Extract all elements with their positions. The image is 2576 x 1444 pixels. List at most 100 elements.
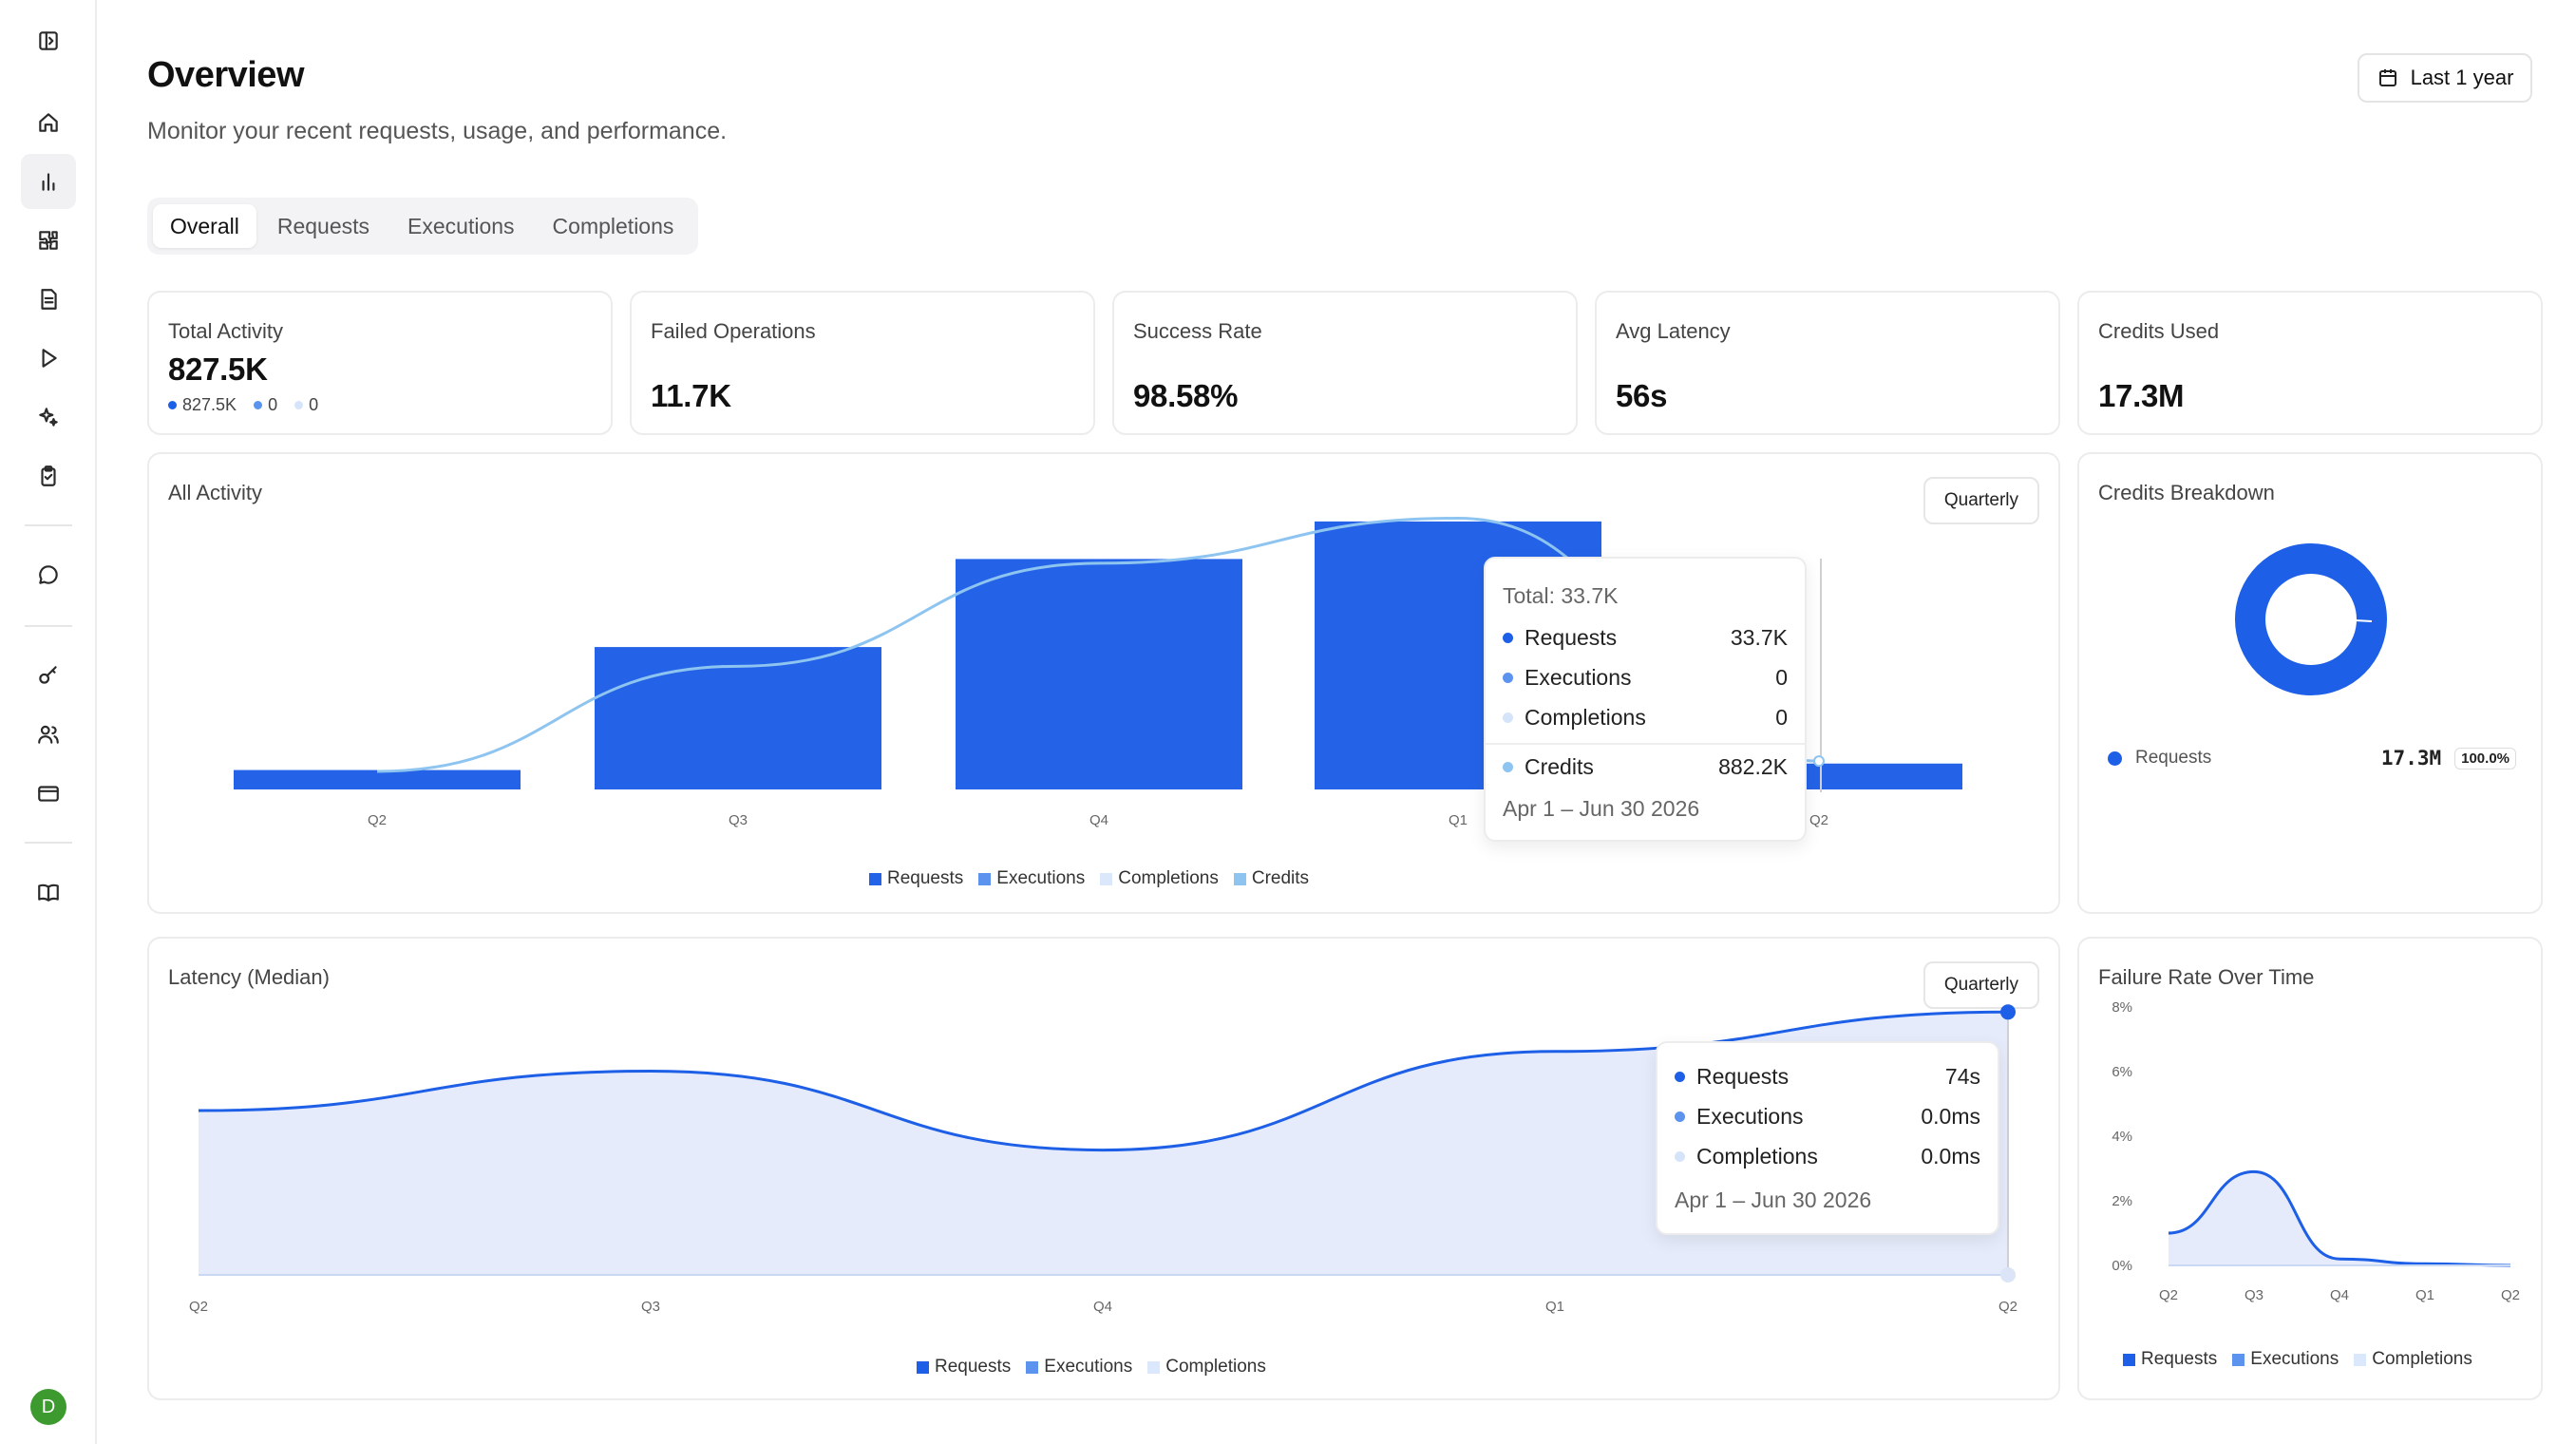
stat-title: Failed Operations — [651, 319, 816, 343]
donut-slice-requests[interactable] — [2235, 543, 2387, 695]
stat-title: Total Activity — [168, 319, 284, 343]
page-title: Overview — [147, 55, 305, 95]
x-tick-label: Q3 — [2245, 1287, 2263, 1303]
chart-title: Credits Breakdown — [2098, 481, 2275, 504]
credits-legend-percent: 100.0% — [2454, 747, 2516, 770]
tab-requests[interactable]: Requests — [276, 213, 370, 238]
legend-requests: Requests — [917, 1357, 1011, 1378]
donut-gap — [2337, 618, 2373, 622]
point-completions-active — [2000, 1267, 2016, 1282]
y-tick-label: 6% — [2112, 1064, 2132, 1080]
chart-title: All Activity — [168, 481, 263, 504]
date-range-label: Last 1 year — [2410, 66, 2514, 89]
x-tick-label: Q3 — [641, 1299, 660, 1315]
bar-requests — [956, 559, 1242, 789]
tooltip-row-requests: Requests 33.7K — [1503, 625, 1788, 651]
stat-title: Success Rate — [1133, 319, 1262, 343]
legend-credits: Credits — [1233, 868, 1309, 889]
book-icon[interactable] — [21, 864, 76, 920]
legend-executions: Executions — [1026, 1357, 1132, 1378]
x-tick-label: Q4 — [1093, 1299, 1112, 1315]
stat-breakdown: 827.5K 0 0 — [168, 395, 318, 415]
legend-completions: Completions — [1147, 1357, 1266, 1378]
tooltip-date: Apr 1 – Jun 30 2026 — [1675, 1188, 1872, 1212]
tooltip-divider — [1486, 743, 1805, 745]
breakdown-executions: 0 — [254, 395, 277, 415]
sidebar-divider — [25, 625, 72, 627]
tab-overall[interactable]: Overall — [153, 204, 256, 248]
legend-completions: Completions — [1100, 868, 1219, 889]
legend-requests: Requests — [869, 868, 963, 889]
credits-legend-row: Requests 17.3M 100.0% — [2108, 747, 2516, 770]
credit-card-icon[interactable] — [21, 766, 76, 821]
x-tick-label: Q1 — [2415, 1287, 2434, 1303]
tooltip-total: Total: 33.7K — [1503, 583, 1619, 608]
credits-breakdown-card: Credits Breakdown Requests 17.3M 100.0% — [2077, 452, 2543, 914]
tab-executions[interactable]: Executions — [407, 213, 515, 238]
bar-chart-icon[interactable] — [21, 154, 76, 209]
area-requests — [2169, 1171, 2510, 1265]
x-tick-label: Q2 — [1998, 1299, 2017, 1315]
tooltip-row-executions: Executions 0 — [1503, 665, 1788, 691]
chat-icon[interactable] — [21, 547, 76, 602]
chart-legend: Requests Executions Completions — [917, 1357, 1266, 1378]
credits-donut-chart — [2235, 543, 2387, 695]
document-icon[interactable] — [21, 272, 76, 327]
puzzle-icon[interactable] — [21, 213, 76, 268]
period-select-button[interactable]: Quarterly — [1923, 961, 2039, 1009]
panel-toggle-icon[interactable] — [21, 13, 76, 68]
breakdown-requests: 827.5K — [168, 395, 237, 415]
x-tick-label: Q4 — [1089, 812, 1108, 828]
stat-card-total-activity: Total Activity 827.5K 827.5K 0 0 — [147, 291, 613, 435]
users-icon[interactable] — [21, 707, 76, 762]
stat-value: 827.5K — [168, 352, 268, 387]
y-tick-label: 8% — [2112, 999, 2132, 1016]
clipboard-icon[interactable] — [21, 448, 76, 504]
tooltip-row-completions: Completions 0 — [1503, 705, 1788, 731]
avatar[interactable]: D — [30, 1389, 66, 1425]
x-tick-label: Q2 — [189, 1299, 208, 1315]
x-tick-label: Q4 — [2330, 1287, 2349, 1303]
credits-legend-value: 17.3M — [2380, 747, 2442, 770]
x-tick-label: Q2 — [2501, 1287, 2520, 1303]
failure-rate-card: Failure Rate Over Time 8% 6% 4% 2% 0% Q2 Q3 Q4 Q… — [2077, 937, 2543, 1400]
sparkles-icon[interactable] — [21, 390, 76, 445]
bar-requests — [595, 647, 881, 789]
tooltip-row-executions: Executions 0.0ms — [1675, 1104, 1980, 1130]
page-subtitle: Monitor your recent requests, usage, and… — [147, 118, 728, 144]
stat-card-credits-used: Credits Used 17.3M — [2077, 291, 2543, 435]
x-tick-label: Q2 — [368, 812, 387, 828]
y-tick-label: 0% — [2112, 1258, 2132, 1274]
home-icon[interactable] — [21, 95, 76, 150]
play-icon[interactable] — [21, 331, 76, 386]
line-requests — [2168, 1169, 2511, 1267]
stat-card-failed-operations: Failed Operations 11.7K — [630, 291, 1095, 435]
stat-title: Avg Latency — [1616, 319, 1731, 343]
stat-value: 11.7K — [651, 378, 731, 413]
sidebar: D — [0, 0, 97, 1444]
chart-title: Failure Rate Over Time — [2098, 965, 2315, 989]
all-activity-tooltip: Total: 33.7K Requests 33.7K Executions 0… — [1484, 557, 1807, 842]
credits-legend-label: Requests — [2135, 748, 2212, 768]
date-range-button[interactable]: Last 1 year — [2358, 53, 2532, 103]
tab-bar: Overall Requests Executions Completions — [147, 198, 698, 255]
period-select-button[interactable]: Quarterly — [1923, 477, 2039, 524]
calendar-icon — [2378, 69, 2396, 86]
tooltip-row-credits: Credits 882.2K — [1503, 754, 1788, 780]
tooltip-row-completions: Completions 0.0ms — [1675, 1144, 1980, 1169]
x-tick-label: Q3 — [729, 812, 748, 828]
point-requests-active — [2000, 1004, 2016, 1020]
failure-rate-chart: 8% 6% 4% 2% 0% Q2 Q3 Q4 Q1 Q2 — [2112, 999, 2520, 1303]
x-tick-label: Q2 — [1809, 812, 1828, 828]
stat-card-avg-latency: Avg Latency 56s — [1595, 291, 2060, 435]
key-icon[interactable] — [21, 648, 76, 703]
bar-requests — [234, 770, 521, 789]
legend-executions: Executions — [978, 868, 1085, 889]
legend-executions: Executions — [2232, 1349, 2339, 1370]
stat-value: 56s — [1616, 378, 1668, 413]
tab-completions[interactable]: Completions — [552, 213, 674, 238]
sidebar-divider — [25, 524, 72, 526]
x-tick-label: Q1 — [1449, 812, 1468, 828]
y-tick-label: 2% — [2112, 1193, 2132, 1209]
stat-title: Credits Used — [2098, 319, 2220, 343]
